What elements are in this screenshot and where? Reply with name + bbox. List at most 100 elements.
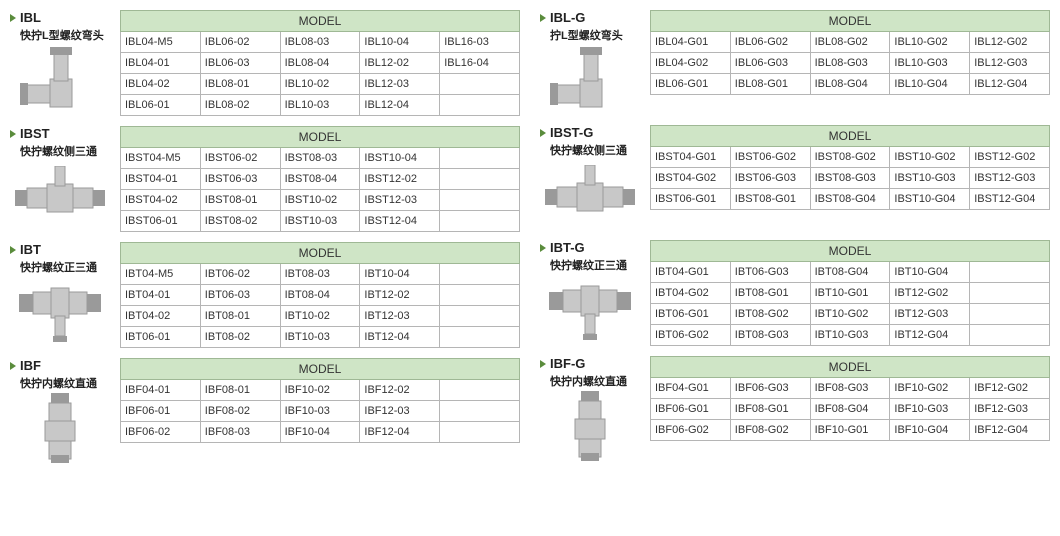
model-cell: IBST12-G02 xyxy=(970,147,1050,168)
model-cell: IBL06-01 xyxy=(121,95,201,116)
section-header-block: IBT快拧螺纹正三通 xyxy=(10,242,120,347)
model-table: MODELIBF04-G01IBF06-G03IBF08-G03IBF10-G0… xyxy=(650,356,1050,441)
table-row: IBT06-G01IBT08-G02IBT10-G02IBT12-G03 xyxy=(651,304,1050,325)
model-cell: IBF08-02 xyxy=(200,401,280,422)
model-table-wrap: MODELIBT04-M5IBT06-02IBT08-03IBT10-04IBT… xyxy=(120,242,520,348)
section-header-block: IBST-G快拧螺纹侧三通 xyxy=(540,125,650,230)
model-table: MODELIBF04-01IBF08-01IBF10-02IBF12-02IBF… xyxy=(120,358,520,443)
model-cell: IBL06-G02 xyxy=(730,32,810,53)
model-cell: IBST06-G02 xyxy=(730,147,810,168)
model-cell: IBST12-04 xyxy=(360,211,440,232)
model-cell: IBL12-G03 xyxy=(970,53,1050,74)
section-desc: 快拧内螺纹直通 xyxy=(550,373,650,389)
model-table: MODELIBST04-G01IBST06-G02IBST08-G02IBST1… xyxy=(650,125,1050,210)
model-cell: IBT06-G01 xyxy=(651,304,731,325)
model-cell: IBT06-02 xyxy=(200,264,280,285)
model-cell: IBL08-G04 xyxy=(810,74,890,95)
model-cell: IBF06-02 xyxy=(121,422,201,443)
model-cell: IBF08-G01 xyxy=(730,399,810,420)
model-cell: IBF12-G02 xyxy=(970,378,1050,399)
table-row: IBF06-02IBF08-03IBF10-04IBF12-04 xyxy=(121,422,520,443)
model-cell: IBST06-G01 xyxy=(651,189,731,210)
model-table-wrap: MODELIBL04-G01IBL06-G02IBL08-G02IBL10-G0… xyxy=(650,10,1050,95)
model-cell xyxy=(970,283,1050,304)
model-cell: IBF08-03 xyxy=(200,422,280,443)
model-cell: IBL04-G01 xyxy=(651,32,731,53)
model-cell: IBF10-02 xyxy=(280,380,360,401)
model-table: MODELIBL04-G01IBL06-G02IBL08-G02IBL10-G0… xyxy=(650,10,1050,95)
model-cell: IBT10-03 xyxy=(280,327,360,348)
section-code: IBF-G xyxy=(550,356,585,371)
model-cell: IBF10-G01 xyxy=(810,420,890,441)
section-header-block: IBST快拧螺纹侧三通 xyxy=(10,126,120,231)
model-cell: IBT06-03 xyxy=(200,285,280,306)
model-cell: IBF08-01 xyxy=(200,380,280,401)
model-cell: IBL08-G02 xyxy=(810,32,890,53)
model-cell: IBL12-G02 xyxy=(970,32,1050,53)
model-cell: IBST10-G03 xyxy=(890,168,970,189)
table-row: IBL04-G01IBL06-G02IBL08-G02IBL10-G02IBL1… xyxy=(651,32,1050,53)
model-cell xyxy=(970,304,1050,325)
section-ibl-g: IBL-G拧L型螺纹弯头 MODELIBL04-G01IBL06-G02IBL0… xyxy=(540,10,1050,115)
model-cell: IBST10-G02 xyxy=(890,147,970,168)
section-ibl: IBL快拧L型螺纹弯头 MODELIBL04-M5IBL06-02IBL08-0… xyxy=(10,10,520,116)
model-cell: IBL10-G03 xyxy=(890,53,970,74)
bullet-icon xyxy=(10,246,16,254)
section-desc: 快拧内螺纹直通 xyxy=(20,375,120,391)
right-column: IBL-G拧L型螺纹弯头 MODELIBL04-G01IBL06-G02IBL0… xyxy=(540,10,1050,463)
table-row: IBT06-01IBT08-02IBT10-03IBT12-04 xyxy=(121,327,520,348)
model-cell: IBL12-02 xyxy=(360,53,440,74)
model-cell: IBL04-01 xyxy=(121,53,201,74)
fitting-icon xyxy=(15,277,105,347)
model-cell: IBL04-G02 xyxy=(651,53,731,74)
section-code: IBL xyxy=(20,10,41,25)
model-cell: IBL12-03 xyxy=(360,74,440,95)
model-cell: IBT10-02 xyxy=(280,306,360,327)
section-ibf-g: IBF-G 快拧内螺纹直通 MODELIBF04-G01IBF06-G03IBF0… xyxy=(540,356,1050,461)
model-table-wrap: MODELIBT04-G01IBT06-G03IBT08-G04IBT10-G0… xyxy=(650,240,1050,346)
model-table: MODELIBT04-G01IBT06-G03IBT08-G04IBT10-G0… xyxy=(650,240,1050,346)
model-table-wrap: MODELIBF04-01IBF08-01IBF10-02IBF12-02IBF… xyxy=(120,358,520,443)
model-cell: IBF12-G04 xyxy=(970,420,1050,441)
model-cell: IBF08-G02 xyxy=(730,420,810,441)
model-cell xyxy=(440,169,520,190)
model-cell: IBT04-G02 xyxy=(651,283,731,304)
model-cell: IBST06-01 xyxy=(121,211,201,232)
model-cell: IBL08-G03 xyxy=(810,53,890,74)
model-cell: IBL10-04 xyxy=(360,32,440,53)
model-cell xyxy=(440,190,520,211)
model-cell: IBL10-03 xyxy=(280,95,360,116)
title-row: IBT xyxy=(10,242,120,257)
model-table-wrap: MODELIBL04-M5IBL06-02IBL08-03IBL10-04IBL… xyxy=(120,10,520,116)
title-row: IBST xyxy=(10,126,120,141)
table-row: IBL06-G01IBL08-G01IBL08-G04IBL10-G04IBL1… xyxy=(651,74,1050,95)
model-cell: IBST06-02 xyxy=(200,148,280,169)
model-cell: IBT08-03 xyxy=(280,264,360,285)
section-code: IBT xyxy=(20,242,41,257)
model-cell: IBF06-01 xyxy=(121,401,201,422)
model-table: MODELIBL04-M5IBL06-02IBL08-03IBL10-04IBL… xyxy=(120,10,520,116)
model-cell: IBT12-03 xyxy=(360,306,440,327)
section-header-block: IBL快拧L型螺纹弯头 xyxy=(10,10,120,115)
model-cell: IBL12-G04 xyxy=(970,74,1050,95)
section-code: IBST-G xyxy=(550,125,593,140)
fitting-icon xyxy=(545,45,635,115)
model-cell: IBT08-G01 xyxy=(730,283,810,304)
bullet-icon xyxy=(540,129,546,137)
model-cell: IBT04-01 xyxy=(121,285,201,306)
model-cell: IBST04-M5 xyxy=(121,148,201,169)
model-cell: IBF10-04 xyxy=(280,422,360,443)
model-cell: IBL06-02 xyxy=(200,32,280,53)
model-header: MODEL xyxy=(651,357,1050,378)
model-cell: IBT08-01 xyxy=(200,306,280,327)
model-cell: IBL04-02 xyxy=(121,74,201,95)
model-cell: IBT10-G04 xyxy=(890,262,970,283)
table-row: IBT04-M5IBT06-02IBT08-03IBT10-04 xyxy=(121,264,520,285)
model-cell: IBT12-G04 xyxy=(890,325,970,346)
table-row: IBL06-01IBL08-02IBL10-03IBL12-04 xyxy=(121,95,520,116)
model-cell: IBL08-02 xyxy=(200,95,280,116)
section-ibst-g: IBST-G快拧螺纹侧三通 MODELIBST04-G01IBST06-G02I… xyxy=(540,125,1050,230)
bullet-icon xyxy=(10,130,16,138)
table-row: IBT04-G01IBT06-G03IBT08-G04IBT10-G04 xyxy=(651,262,1050,283)
table-row: IBF06-G02IBF08-G02IBF10-G01IBF10-G04IBF1… xyxy=(651,420,1050,441)
